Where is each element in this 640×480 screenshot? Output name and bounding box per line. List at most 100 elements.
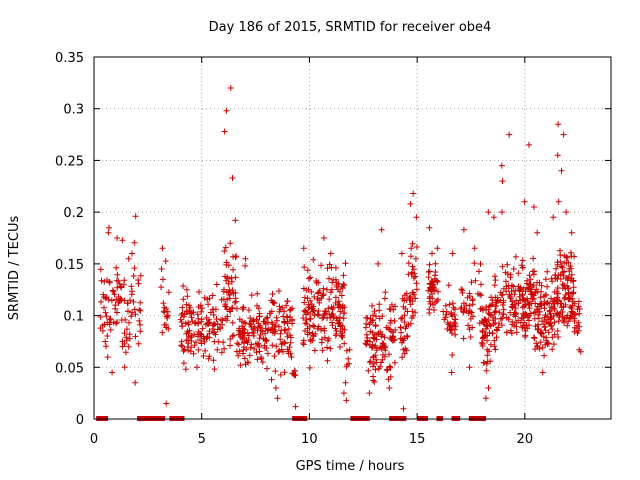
data-point — [327, 345, 334, 352]
data-point — [490, 214, 497, 221]
data-point — [102, 338, 109, 345]
data-point — [459, 287, 466, 294]
data-point — [534, 279, 540, 286]
data-point — [492, 277, 499, 284]
data-point — [568, 229, 575, 236]
data-point — [492, 294, 499, 301]
data-point — [484, 352, 491, 359]
data-point — [369, 341, 376, 348]
data-point — [428, 278, 435, 284]
data-point — [413, 286, 420, 293]
data-point — [130, 298, 137, 305]
data-point — [101, 294, 107, 301]
data-point — [257, 331, 264, 338]
data-point — [222, 301, 229, 308]
data-point — [105, 229, 112, 236]
data-point — [464, 294, 471, 301]
data-point — [500, 297, 507, 304]
data-point — [471, 245, 478, 252]
data-point — [160, 276, 166, 283]
data-point — [232, 254, 239, 261]
data-point — [449, 313, 456, 320]
data-point — [410, 312, 417, 319]
data-point — [407, 301, 414, 308]
data-point — [533, 340, 540, 347]
data-point — [263, 315, 270, 322]
data-point — [310, 256, 317, 263]
data-point — [179, 323, 186, 330]
data-point — [466, 302, 473, 309]
data-point — [325, 305, 332, 312]
data-point — [565, 318, 572, 325]
data-point — [225, 262, 232, 269]
data-point — [224, 313, 231, 320]
data-point — [534, 288, 541, 295]
data-point — [102, 309, 109, 316]
data-point — [401, 297, 408, 304]
data-point — [382, 289, 389, 296]
data-point — [409, 298, 416, 305]
data-point — [493, 326, 500, 333]
data-point — [164, 312, 171, 319]
data-point — [491, 282, 498, 289]
data-point — [104, 354, 111, 361]
data-point — [383, 367, 390, 374]
data-point — [274, 395, 281, 402]
data-point — [287, 339, 294, 346]
data-point — [272, 368, 279, 375]
data-point — [128, 291, 135, 298]
data-point — [499, 263, 506, 270]
data-point — [467, 334, 474, 340]
data-point — [381, 353, 388, 360]
data-point — [324, 265, 331, 272]
data-point — [196, 288, 202, 295]
data-point — [281, 318, 288, 325]
data-point — [202, 347, 209, 354]
data-point — [541, 293, 548, 300]
data-point — [137, 307, 144, 314]
data-point — [197, 337, 203, 344]
data-point — [554, 310, 561, 317]
y-tick-label: 0.25 — [55, 154, 84, 169]
data-point — [190, 350, 197, 357]
data-point — [479, 327, 486, 334]
data-point — [400, 303, 407, 310]
data-point — [506, 131, 513, 138]
data-point — [385, 376, 392, 383]
data-point — [527, 310, 534, 317]
data-point — [306, 275, 312, 282]
data-point — [541, 301, 548, 308]
data-point — [129, 250, 135, 257]
data-point — [544, 299, 551, 306]
data-point — [319, 315, 326, 322]
data-point — [338, 292, 345, 299]
y-axis-label: SRMTID / TECUs — [7, 216, 22, 321]
data-point — [187, 304, 194, 311]
data-point — [407, 200, 414, 207]
data-point — [320, 235, 327, 241]
data-point — [381, 295, 388, 302]
data-point — [114, 284, 121, 291]
data-point — [386, 385, 393, 391]
data-point — [526, 281, 533, 288]
data-point — [218, 349, 225, 356]
data-point — [277, 330, 284, 337]
data-point — [125, 255, 132, 262]
data-point — [250, 332, 257, 339]
data-point — [164, 315, 171, 321]
data-point — [387, 320, 394, 326]
data-point — [469, 313, 476, 320]
data-point — [179, 304, 186, 311]
data-point — [571, 318, 578, 324]
data-point — [524, 314, 531, 321]
data-point — [273, 343, 280, 350]
data-point — [373, 347, 380, 354]
data-point — [571, 300, 578, 307]
data-point — [271, 300, 278, 307]
data-point — [544, 268, 551, 275]
data-point — [479, 329, 486, 335]
data-point — [137, 299, 144, 306]
data-point — [469, 297, 476, 304]
data-point — [235, 341, 242, 348]
data-point — [198, 331, 205, 338]
